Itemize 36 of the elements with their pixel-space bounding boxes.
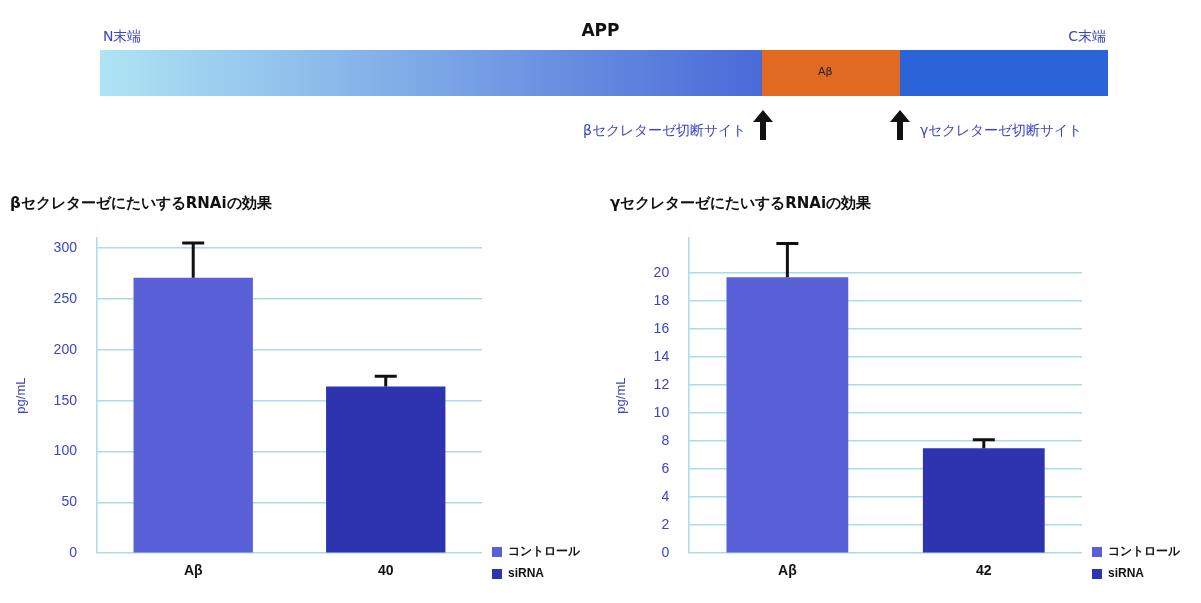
legend-label: コントロール xyxy=(508,544,581,559)
y-tick-label: 200 xyxy=(53,340,78,357)
y-tick-label: 0 xyxy=(69,544,78,561)
chart-title: βセクレターゼにたいするRNAiの効果 xyxy=(10,193,273,212)
legend-label: コントロール xyxy=(1108,544,1181,559)
y-tick-label: 18 xyxy=(653,291,670,308)
y-tick-label: 4 xyxy=(661,488,670,505)
y-tick-label: 2 xyxy=(661,516,670,533)
x-tick-label: 40 xyxy=(377,562,394,579)
text: N末端 xyxy=(103,28,142,46)
y-tick-label: 150 xyxy=(53,391,78,408)
x-tick-label: Aβ xyxy=(183,562,203,579)
y-tick-label: 100 xyxy=(53,442,78,459)
y-tick-label: 10 xyxy=(653,403,670,420)
y-tick-label: 250 xyxy=(53,289,78,306)
y-tick-label: 6 xyxy=(661,460,670,477)
legend-label: siRNA xyxy=(508,566,545,581)
y-axis-title: pg/mL xyxy=(613,377,629,414)
y-tick-label: 50 xyxy=(61,493,78,510)
text: γセクレターゼ切断サイト xyxy=(920,122,1083,140)
legend-label: siRNA xyxy=(1108,566,1145,581)
y-axis-title: pg/mL xyxy=(13,377,29,414)
chart-title: γセクレターゼにたいするRNAiの効果 xyxy=(610,193,873,212)
y-tick-label: 14 xyxy=(653,347,670,364)
y-tick-label: 300 xyxy=(53,239,78,256)
text: APP xyxy=(581,20,620,40)
y-tick-label: 16 xyxy=(653,319,670,336)
y-tick-label: 0 xyxy=(661,544,670,561)
y-tick-label: 12 xyxy=(653,375,670,392)
y-tick-label: 20 xyxy=(653,263,670,280)
text: Aβ xyxy=(818,65,833,78)
x-tick-label: 42 xyxy=(976,562,992,579)
text: βセクレターゼ切断サイト xyxy=(583,122,746,140)
y-tick-label: 8 xyxy=(661,431,670,448)
text: C末端 xyxy=(1068,28,1106,46)
x-tick-label: Aβ xyxy=(778,562,798,579)
